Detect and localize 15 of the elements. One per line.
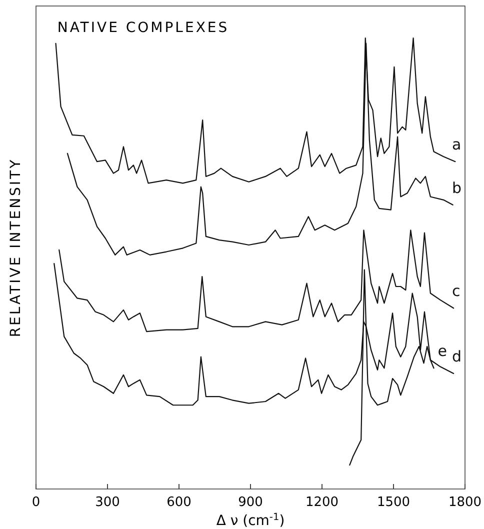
x-axis-title: Δ ν (cm$^{-1}$) bbox=[216, 512, 285, 529]
x-tick-label: 1200 bbox=[305, 495, 339, 510]
series-label: d bbox=[452, 348, 462, 366]
x-tick-label: 1500 bbox=[376, 495, 410, 510]
series-label: b bbox=[452, 178, 462, 197]
series-label: e bbox=[438, 342, 448, 360]
x-tick-label: 900 bbox=[238, 495, 263, 510]
x-tick-label: 300 bbox=[95, 495, 120, 510]
series-label: a bbox=[452, 136, 462, 154]
chart-title: NATIVE COMPLEXES bbox=[57, 20, 230, 36]
x-tick-label: 1800 bbox=[448, 495, 482, 510]
x-tick-label: 0 bbox=[32, 495, 40, 510]
y-axis-title: RELATIVE INTENSITY bbox=[8, 158, 24, 338]
series-label: c bbox=[452, 282, 460, 300]
x-tick-label: 600 bbox=[166, 495, 192, 510]
